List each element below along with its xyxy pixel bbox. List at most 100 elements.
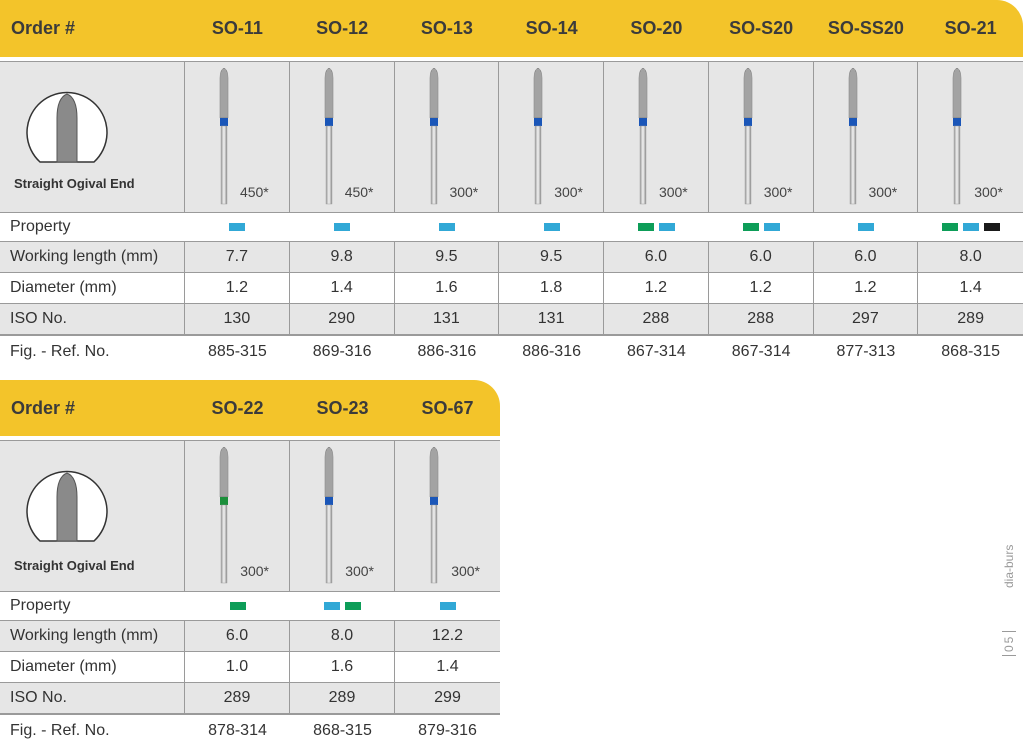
property-swatch-blue	[229, 223, 246, 231]
product-table-2: Order # SO-22 SO-23 SO-67 300* 300* 300* Pro…	[0, 380, 500, 746]
bur-image-cell: 300*	[918, 62, 1023, 212]
bur-image	[531, 67, 545, 213]
order-code: SO-SS20	[827, 18, 904, 38]
bur-image-cell: 300*	[395, 441, 500, 591]
diameter-value: 1.4	[959, 279, 982, 296]
working-length-value: 9.5	[499, 242, 604, 272]
ref-row: Fig. - Ref. No. 885-315 869-316 886-316 886…	[0, 335, 1023, 367]
shape-cell	[0, 62, 185, 212]
order-code: SO-21	[944, 18, 997, 38]
property-swatch-blue	[763, 223, 780, 231]
property-swatch-blue	[658, 223, 675, 231]
ref-value: 869-316	[312, 342, 372, 360]
ref-value: 868-315	[313, 721, 372, 739]
diameter-value: 1.6	[290, 652, 395, 682]
property-cell	[185, 213, 290, 241]
iso-label: ISO No.	[0, 304, 185, 334]
diameter-value: 1.6	[395, 273, 500, 303]
working-length-value: 7.7	[185, 242, 290, 272]
product-table-1: Order # SO-11 SO-12 SO-13 SO-14 SO-20 SO-S20 S…	[0, 0, 1023, 367]
table-header: Order # SO-11 SO-12 SO-13 SO-14 SO-20 SO-S20 S…	[0, 0, 1023, 57]
iso-value: 289	[290, 683, 395, 713]
diameter-label: Diameter (mm)	[0, 273, 185, 303]
iso-value: 130	[185, 304, 290, 334]
bur-icon	[534, 67, 543, 205]
property-swatch-blue	[857, 223, 874, 231]
bur-image	[217, 446, 231, 592]
property-swatch-green	[742, 223, 759, 231]
order-code: SO-12	[316, 18, 369, 38]
working-length-value: 9.5	[395, 242, 500, 272]
iso-value: 290	[290, 304, 395, 334]
property-row: Property	[0, 592, 500, 620]
order-code: SO-20	[630, 18, 683, 38]
order-code: SO-22	[211, 397, 264, 418]
order-code: SO-23	[316, 397, 369, 418]
ref-label: Fig. - Ref. No.	[10, 721, 110, 739]
property-cell	[604, 213, 709, 241]
diameter-value: 1.2	[814, 273, 919, 303]
iso-label: ISO No.	[0, 683, 185, 713]
working-length-value: 6.0	[185, 621, 290, 651]
image-row: 300* 300* 300*	[0, 440, 500, 592]
property-swatch-blue	[324, 602, 340, 610]
speed-label: 300*	[345, 563, 374, 579]
bur-image	[741, 67, 755, 213]
ref-value: 877-313	[836, 342, 896, 360]
working-length-row: Working length (mm) 7.7 9.8 9.5 9.5 6.0 6.0 6.…	[0, 241, 1023, 273]
diameter-value: 1.2	[185, 273, 290, 303]
bur-image-cell: 300*	[499, 62, 604, 212]
bur-image	[427, 67, 441, 213]
bur-image	[217, 67, 231, 213]
property-swatch-green	[637, 223, 654, 231]
shape-cell	[0, 441, 185, 591]
bur-image	[846, 67, 860, 213]
property-swatch-blue	[438, 223, 455, 231]
property-swatch-green	[941, 223, 958, 231]
bur-image-cell: 300*	[814, 62, 919, 212]
ogival-shape-icon	[26, 470, 108, 542]
property-swatch-blue	[334, 223, 351, 231]
property-cell	[814, 213, 919, 241]
bur-image	[950, 67, 964, 213]
bur-image	[322, 446, 336, 592]
table-header: Order # SO-22 SO-23 SO-67	[0, 380, 500, 436]
speed-label: 300*	[974, 184, 1003, 200]
bur-image-cell: 300*	[395, 62, 500, 212]
property-swatch-black	[983, 223, 1000, 231]
order-code: SO-13	[420, 18, 473, 38]
property-cell	[918, 213, 1023, 241]
ref-value: 868-315	[941, 342, 1000, 360]
working-length-value: 8.0	[290, 621, 395, 651]
working-length-value: 6.0	[814, 242, 919, 272]
speed-label: 300*	[763, 184, 793, 200]
diameter-value: 1.0	[185, 652, 290, 682]
order-code: SO-S20	[729, 18, 794, 38]
property-cell	[709, 213, 814, 241]
working-length-value: 8.0	[959, 248, 982, 265]
speed-label: 300*	[240, 563, 269, 579]
bur-image	[322, 67, 336, 213]
category-side-label: dia-burs	[1002, 544, 1016, 588]
speed-label: 300*	[449, 184, 479, 200]
property-cell	[395, 592, 500, 620]
diameter-row: Diameter (mm) 1.2 1.4 1.6 1.8 1.2 1.2 1.2 1.4	[0, 273, 1023, 303]
page-number: 05	[1002, 630, 1016, 656]
working-length-value: 6.0	[709, 242, 814, 272]
bur-image-cell: 300*	[185, 441, 290, 591]
iso-value: 131	[499, 304, 604, 334]
property-label: Property	[10, 218, 71, 235]
property-label: Property	[10, 597, 71, 614]
diameter-value: 1.8	[499, 273, 604, 303]
working-length-label: Working length (mm)	[0, 621, 185, 651]
diameter-value: 1.2	[709, 273, 814, 303]
diameter-row: Diameter (mm) 1.0 1.6 1.4	[0, 652, 500, 682]
property-cell	[185, 592, 290, 620]
bur-image	[636, 67, 650, 213]
diameter-value: 1.2	[604, 273, 709, 303]
property-swatch-green	[229, 602, 246, 610]
bur-icon	[219, 446, 229, 584]
bur-image-cell: 300*	[709, 62, 814, 212]
working-length-value: 9.8	[290, 242, 395, 272]
bur-icon	[953, 67, 962, 205]
